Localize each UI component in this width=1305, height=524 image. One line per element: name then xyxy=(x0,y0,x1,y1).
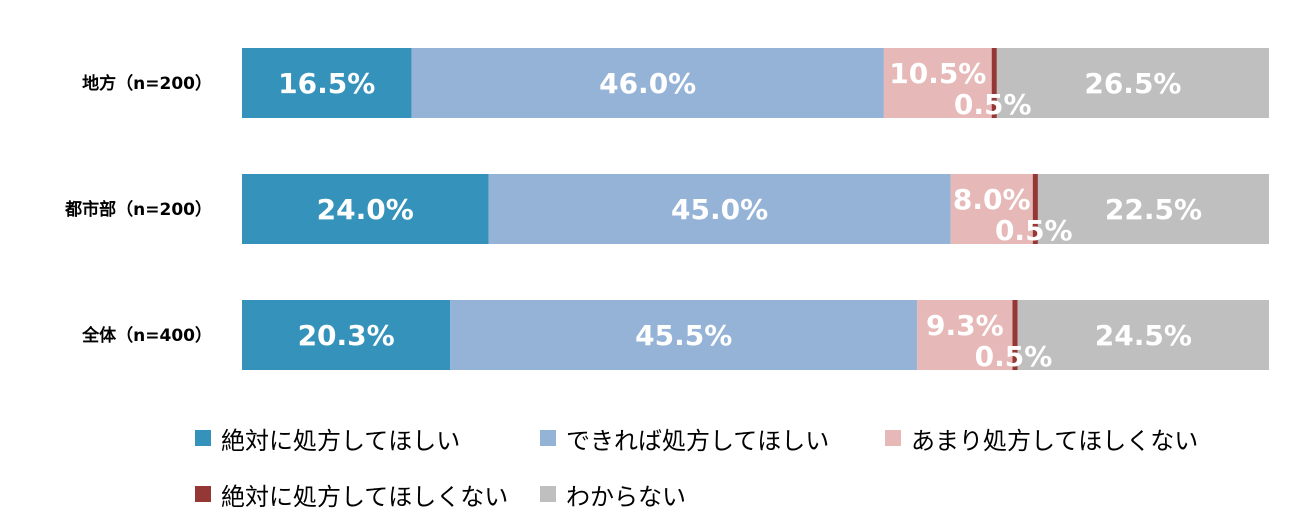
legend-label-5: わからない xyxy=(566,482,686,511)
bar-segment xyxy=(1012,300,1018,370)
data-label: 45.5% xyxy=(635,319,732,352)
bar-segment xyxy=(450,300,918,370)
bar-segment xyxy=(1037,174,1269,244)
data-label: 10.5% xyxy=(889,57,986,90)
bar-segment xyxy=(242,174,489,244)
legend-swatch-2 xyxy=(540,430,556,446)
bar-segment xyxy=(1017,300,1269,370)
legend-label-2: できれば処方してほしい xyxy=(566,426,830,455)
data-label: 46.0% xyxy=(599,67,696,100)
bar-segment xyxy=(411,48,884,118)
bar-segment xyxy=(883,48,992,118)
bar-segments xyxy=(242,48,1269,370)
legend-item-3: あまり処方してほしくない xyxy=(885,423,1199,455)
bar-segment xyxy=(950,174,1033,244)
stacked-bar-chart: 地方（n=200） 都市部（n=200） 全体（n=400） 16.5% 46.0% 1… xyxy=(64,48,1269,373)
data-label: 20.3% xyxy=(298,319,395,352)
value-labels: 16.5% 46.0% 10.5%0.5%26.5%24.0% 45.0% 8.0%0.… xyxy=(278,57,1202,373)
data-label: 26.5% xyxy=(1084,67,1181,100)
data-label: 0.5% xyxy=(995,214,1073,247)
category-label: 都市部（n=200） xyxy=(64,199,212,220)
data-label: 0.5% xyxy=(954,88,1032,121)
legend-item-1: 絶対に処方してほしい xyxy=(195,423,461,455)
legend-item-5: わからない xyxy=(540,479,686,511)
data-label: 8.0% xyxy=(953,183,1031,216)
category-labels: 地方（n=200） 都市部（n=200） 全体（n=400） xyxy=(64,73,212,346)
legend-item-4: 絶対に処方してほしくない xyxy=(195,479,509,511)
data-label: 9.3% xyxy=(926,309,1004,342)
data-label: 22.5% xyxy=(1105,193,1202,226)
bar-segment xyxy=(488,174,951,244)
legend-swatch-3 xyxy=(885,430,901,446)
legend-swatch-4 xyxy=(195,486,211,502)
bar-segment xyxy=(917,300,1013,370)
legend: 絶対に処方してほしい できれば処方してほしい あまり処方してほしくない 絶対に処… xyxy=(0,420,1305,520)
data-label: 24.5% xyxy=(1095,319,1192,352)
legend-swatch-1 xyxy=(195,430,211,446)
bar-segment xyxy=(991,48,997,118)
data-label: 24.0% xyxy=(317,193,414,226)
data-label: 16.5% xyxy=(278,67,375,100)
bar-segment xyxy=(996,48,1269,118)
legend-item-2: できれば処方してほしい xyxy=(540,423,830,455)
legend-label-4: 絶対に処方してほしくない xyxy=(221,482,509,511)
data-label: 45.0% xyxy=(671,193,768,226)
legend-label-3: あまり処方してほしくない xyxy=(911,426,1199,455)
bar-segment xyxy=(1032,174,1038,244)
bar-segment xyxy=(242,300,451,370)
bar-segment xyxy=(242,48,412,118)
category-label: 地方（n=200） xyxy=(82,73,212,94)
category-label: 全体（n=400） xyxy=(81,325,212,346)
data-label: 0.5% xyxy=(975,340,1053,373)
legend-swatch-5 xyxy=(540,486,556,502)
legend-label-1: 絶対に処方してほしい xyxy=(221,426,461,455)
